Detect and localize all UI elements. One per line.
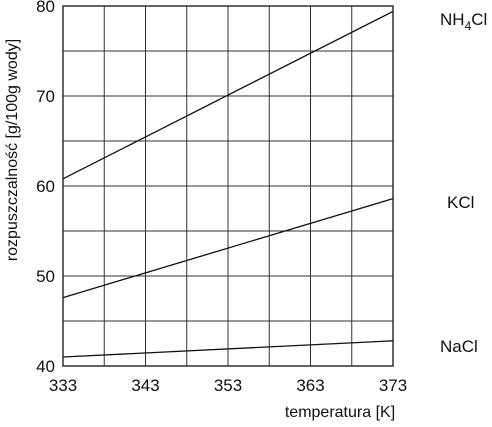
tick-labels: 333 343 353 363 373 40 50 60 70 80 <box>36 0 407 395</box>
x-axis-label: temperatura [K] <box>285 404 395 421</box>
y-axis-label: rozpuszczalność [g/100g wody] <box>4 39 21 261</box>
y-tick-label: 80 <box>36 0 55 16</box>
series-line-kcl <box>62 197 394 299</box>
series-line-nacl <box>62 340 394 358</box>
y-tick-label: 60 <box>36 177 55 196</box>
plot-frame <box>62 5 394 367</box>
series-label-kcl: KCl <box>447 193 474 212</box>
x-tick-label: 353 <box>214 376 242 395</box>
x-tick-label: 333 <box>49 376 77 395</box>
grid <box>63 6 393 366</box>
series-lines <box>62 10 394 358</box>
x-tick-label: 373 <box>379 376 407 395</box>
y-tick-label: 40 <box>36 357 55 376</box>
y-tick-label: 50 <box>36 267 55 286</box>
y-tick-label: 70 <box>36 87 55 106</box>
x-tick-label: 343 <box>131 376 159 395</box>
series-line-nh4cl <box>62 10 394 180</box>
series-label-nh4cl: NH4Cl <box>440 10 487 33</box>
x-tick-label: 363 <box>296 376 324 395</box>
series-label-nacl: NaCl <box>440 337 478 356</box>
